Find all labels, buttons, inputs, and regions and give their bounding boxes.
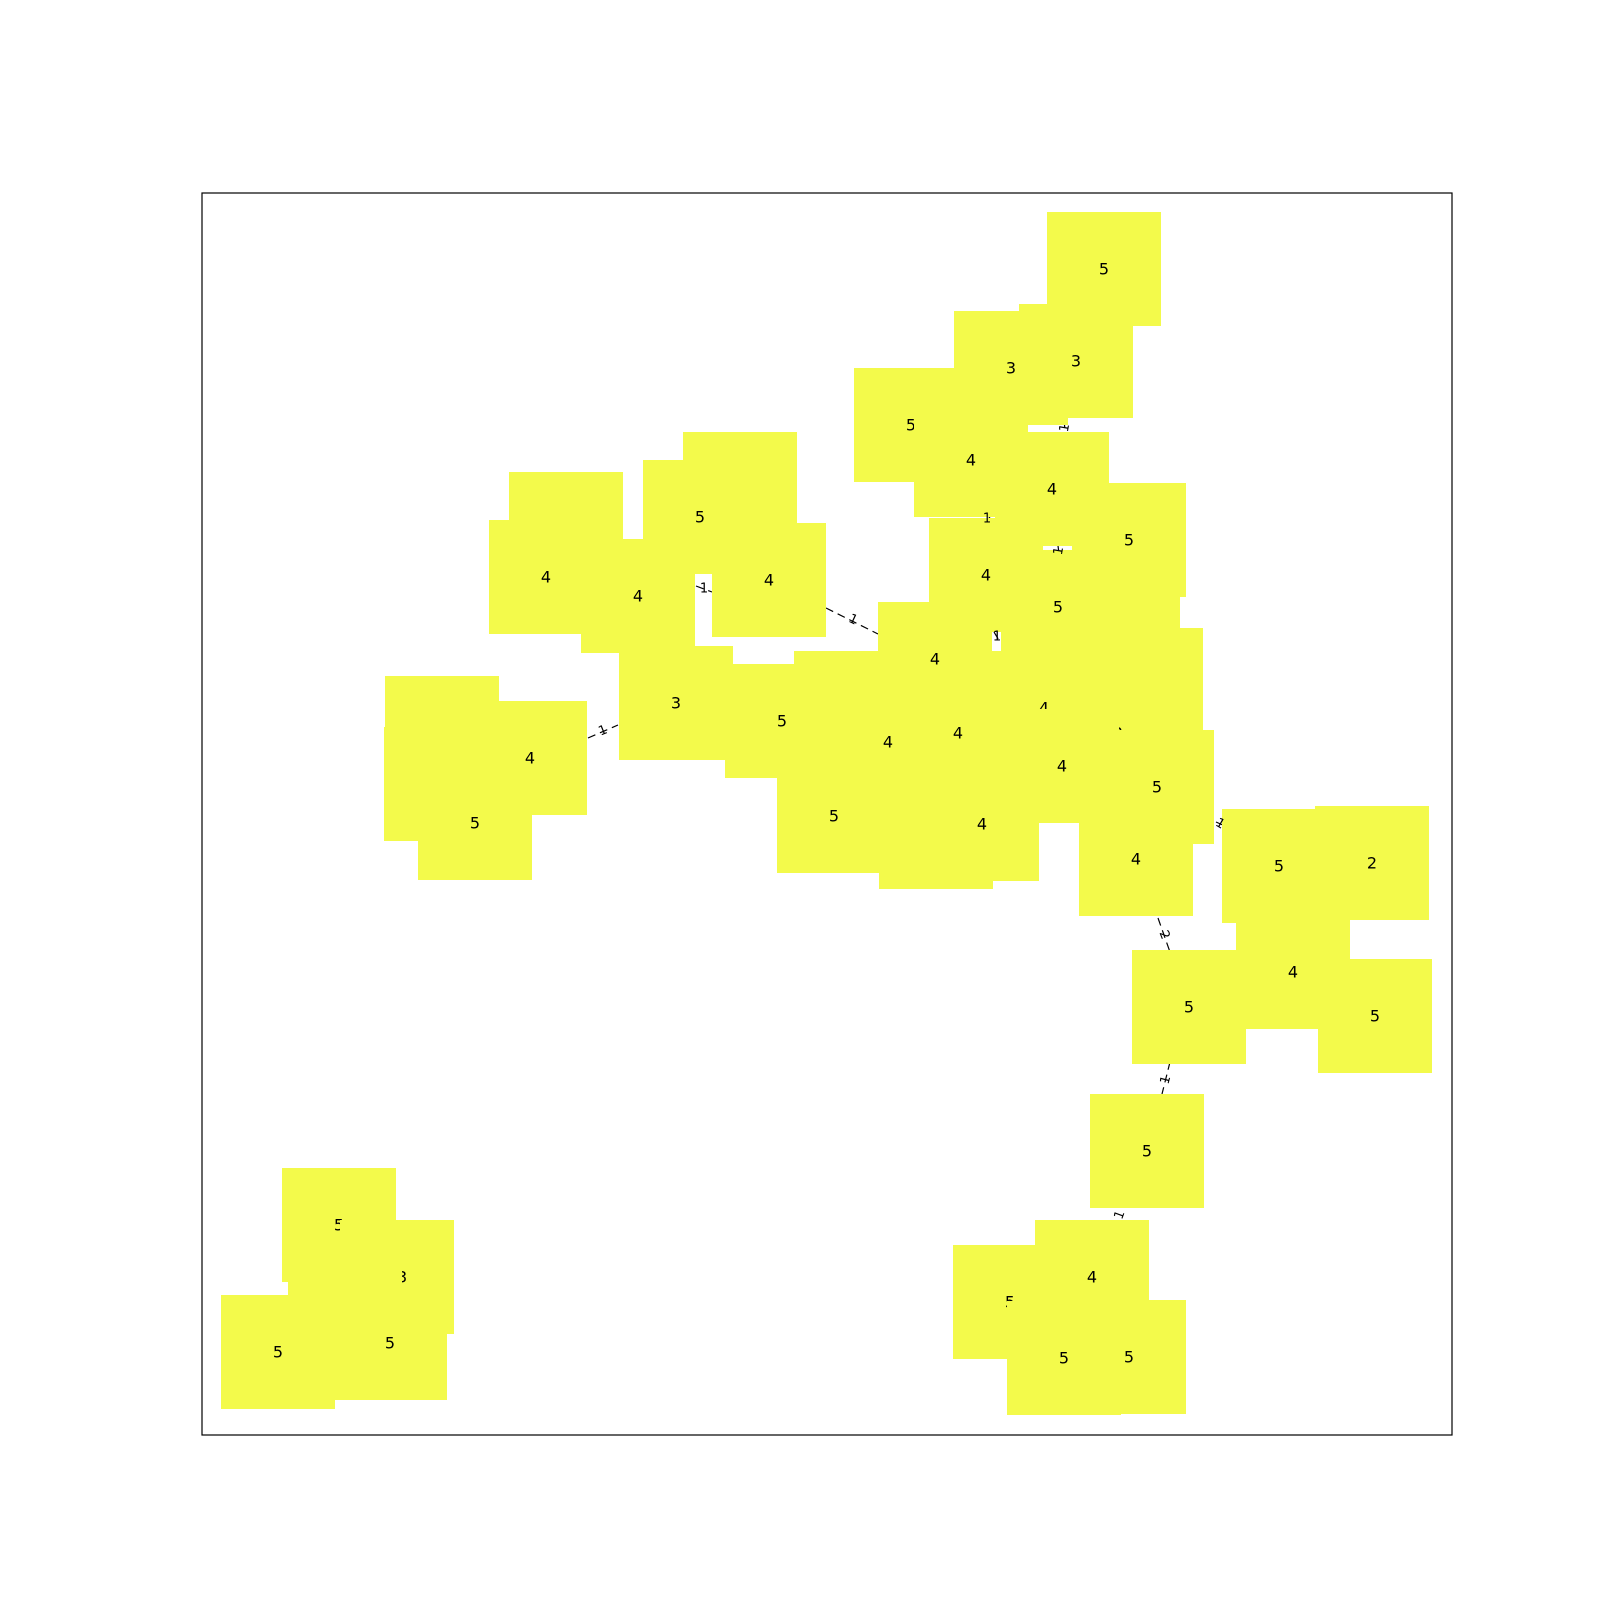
node-box	[1315, 806, 1429, 920]
node-label: 5	[1124, 1348, 1134, 1367]
edge-n37-n38	[1161, 1061, 1171, 1095]
edge-label-n32-n34: 2	[1155, 928, 1172, 941]
node-label: 3	[671, 694, 681, 713]
edge-n26-n33	[825, 607, 879, 635]
edge-label-n37-n38: 1	[1112, 1209, 1129, 1222]
edge-label-n6-n14: 1	[1051, 546, 1067, 557]
edge-label-n34-n37: 1	[1158, 1074, 1175, 1086]
node-label: 4	[1039, 699, 1049, 718]
node-label: 5	[1053, 598, 1063, 617]
node-n39: 5	[1132, 950, 1246, 1064]
node-label: 5	[777, 712, 787, 731]
node-n30: 5	[777, 759, 891, 873]
node-n37: 2	[1315, 806, 1429, 920]
node-box	[777, 759, 891, 873]
edge-label-n3-n6: 1	[1057, 423, 1073, 434]
node-label: 4	[930, 650, 940, 669]
edge-label-n5-n12: 1	[983, 512, 991, 527]
node-n40: 5	[1318, 959, 1432, 1073]
node-label: 5	[1274, 857, 1284, 876]
node-n3: 3	[1019, 304, 1133, 418]
node-box	[1090, 1094, 1204, 1208]
edge-label-n12-n14: 1	[993, 630, 1001, 645]
node-n29: 5	[418, 766, 532, 880]
node-label: 5	[1059, 1349, 1069, 1368]
node-n41: 5	[1090, 1094, 1204, 1208]
edge-n12-n14	[993, 631, 1001, 643]
plot-frame	[201, 192, 1453, 1436]
edge-label-n11-n13: 1	[700, 582, 708, 597]
node-label: 4	[977, 815, 987, 834]
node-label: 4	[1087, 1268, 1097, 1287]
node-label: 5	[1152, 778, 1162, 797]
node-label: 5	[695, 508, 705, 527]
edge-n32-n34	[1157, 917, 1171, 953]
node-box	[1007, 1301, 1121, 1415]
node-label: 2	[1367, 854, 1377, 873]
node-label: 5	[470, 814, 480, 833]
node-label: 5	[1142, 1142, 1152, 1161]
node-box	[1079, 802, 1193, 916]
node-label: 3	[1071, 352, 1081, 371]
node-label: 3	[1006, 359, 1016, 378]
node-box	[1132, 950, 1246, 1064]
node-label: 4	[981, 566, 991, 585]
node-box	[418, 766, 532, 880]
node-n16: 3	[619, 646, 733, 760]
node-label: 5	[1370, 1007, 1380, 1026]
node-label: 4	[525, 749, 535, 768]
node-label: 5	[829, 807, 839, 826]
node-label: 4	[1047, 480, 1057, 499]
node-n46: 5	[333, 1286, 447, 1400]
node-label: 4	[966, 451, 976, 470]
node-box	[712, 523, 826, 637]
node-box	[581, 539, 695, 653]
node-label: 4	[953, 724, 963, 743]
node-n12: 4	[581, 539, 695, 653]
node-box	[1318, 959, 1432, 1073]
node-label: 5	[1124, 531, 1134, 550]
node-label: 5	[273, 1343, 283, 1362]
node-label: 5	[1099, 260, 1109, 279]
node-label: 4	[633, 587, 643, 606]
node-label: 4	[1131, 850, 1141, 869]
node-label: 4	[1057, 757, 1067, 776]
node-label: 5	[1184, 998, 1194, 1017]
node-box	[221, 1295, 335, 1409]
node-b4: 5	[1007, 1301, 1121, 1415]
node-box	[1019, 304, 1133, 418]
edge-n20-n16	[587, 724, 619, 739]
node-n35: 4	[925, 767, 1039, 881]
node-label: 4	[883, 733, 893, 752]
node-box	[619, 646, 733, 760]
node-n34: 4	[1079, 802, 1193, 916]
node-layer: 5335445555444453455455444244555454452455…	[221, 212, 1432, 1415]
node-label: 4	[1288, 963, 1298, 982]
edge-n11-n13	[695, 585, 713, 593]
edge-n34-n37	[1215, 821, 1226, 827]
node-n13: 4	[712, 523, 826, 637]
edge-label-n10-n11: 1	[846, 611, 860, 628]
node-label: 5	[334, 1216, 344, 1235]
node-n45: 5	[221, 1295, 335, 1409]
node-box	[925, 767, 1039, 881]
edge-label-n20-n16: 1	[596, 722, 609, 739]
node-label: 4	[541, 568, 551, 587]
node-box	[333, 1286, 447, 1400]
node-label: 5	[906, 416, 916, 435]
node-label: 4	[764, 571, 774, 590]
node-label: 5	[385, 1334, 395, 1353]
